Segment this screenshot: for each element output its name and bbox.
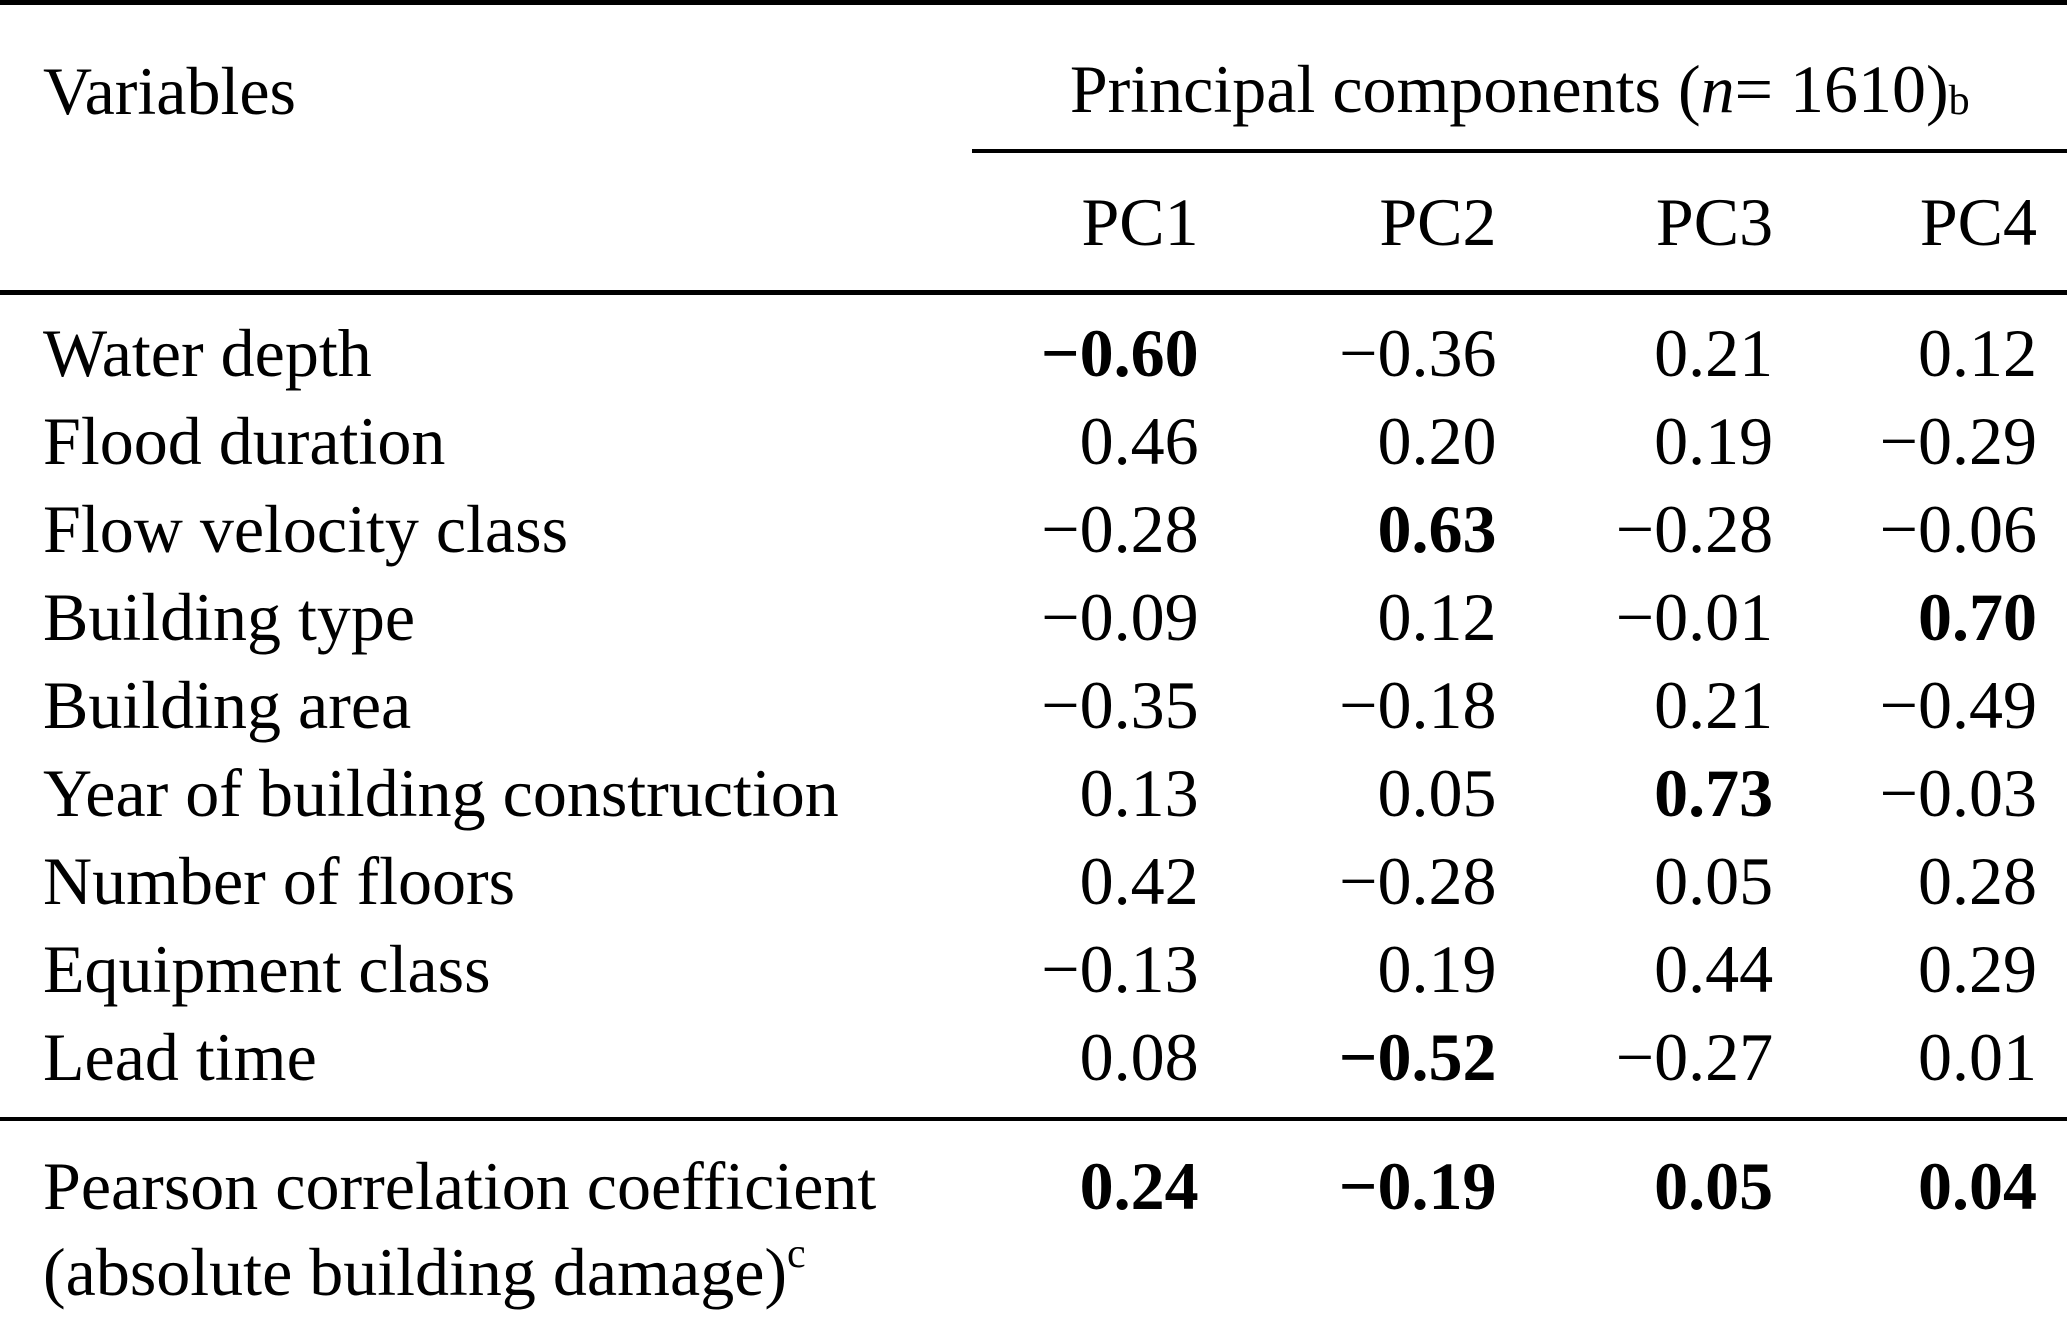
cell-pc4: −0.06 xyxy=(1879,491,2037,567)
footer-label: Pearson correlation coefficient (absolut… xyxy=(0,1117,953,1327)
row-label: Flood duration xyxy=(43,403,446,479)
cell-pc2: 0.12 xyxy=(1377,579,1497,655)
cell-pc2: 0.63 xyxy=(1377,491,1497,567)
column-header-variables: Variables xyxy=(43,53,297,129)
cell-pc3: −0.27 xyxy=(1615,1019,1774,1095)
table-row-water-depth: Water depth −0.60 −0.36 0.21 0.12 xyxy=(0,293,2067,398)
cell-pc2: 0.19 xyxy=(1377,931,1497,1007)
row-label: Building type xyxy=(43,579,416,655)
cell-pc4: 0.28 xyxy=(1918,843,2037,919)
table-row-flow-velocity-class: Flow velocity class −0.28 0.63 −0.28 −0.… xyxy=(0,485,2067,573)
cell-pc1: −0.13 xyxy=(1041,931,1199,1007)
cell-pc1: −0.35 xyxy=(1041,667,1199,743)
cell-pc4: −0.03 xyxy=(1879,755,2037,831)
footer-label-line1: Pearson correlation coefficient xyxy=(43,1148,877,1224)
principal-components-group-label: Principal components (n = 1610) b xyxy=(972,7,2067,153)
cell-pc4: 0.12 xyxy=(1918,315,2037,391)
table-row-year-of-building-construction: Year of building construction 0.13 0.05 … xyxy=(0,749,2067,837)
column-header-pc4: PC4 xyxy=(1773,153,2067,295)
row-label: Flow velocity class xyxy=(43,491,569,567)
cell-pc1: 0.46 xyxy=(1079,403,1199,479)
footer-cell-pc3: 0.05 xyxy=(1496,1117,1774,1327)
table-row-lead-time: Lead time 0.08 −0.52 −0.27 0.01 xyxy=(0,1013,2067,1119)
table-row-number-of-floors: Number of floors 0.42 −0.28 0.05 0.28 xyxy=(0,837,2067,925)
cell-pc2: −0.18 xyxy=(1339,667,1497,743)
cell-pc1: −0.60 xyxy=(1040,315,1199,391)
cell-pc1: 0.08 xyxy=(1079,1019,1199,1095)
cell-pc4: 0.01 xyxy=(1918,1019,2037,1095)
cell-pc3: −0.01 xyxy=(1615,579,1774,655)
row-label: Equipment class xyxy=(43,931,491,1007)
table-row-equipment-class: Equipment class −0.13 0.19 0.44 0.29 xyxy=(0,925,2067,1013)
row-label: Water depth xyxy=(43,315,372,391)
table-footer-pearson-row: Pearson correlation coefficient (absolut… xyxy=(0,1117,2067,1327)
row-label: Number of floors xyxy=(43,843,516,919)
cell-pc4: 0.29 xyxy=(1918,931,2037,1007)
row-label: Year of building construction xyxy=(43,755,839,831)
cell-pc2: −0.52 xyxy=(1338,1019,1497,1095)
cell-pc3: 0.73 xyxy=(1654,755,1774,831)
footer-cell-pc1: 0.24 xyxy=(952,1117,1199,1327)
cell-pc3: 0.19 xyxy=(1654,403,1774,479)
footnote-marker-c: c xyxy=(787,1231,806,1277)
cell-pc3: −0.28 xyxy=(1615,491,1774,567)
row-label: Lead time xyxy=(43,1019,317,1095)
cell-pc1: −0.28 xyxy=(1041,491,1199,567)
cell-pc3: 0.21 xyxy=(1654,315,1774,391)
footer-cell-pc4: 0.04 xyxy=(1773,1117,2067,1327)
cell-pc4: 0.70 xyxy=(1918,579,2037,655)
cell-pc1: −0.09 xyxy=(1041,579,1199,655)
cell-pc2: −0.28 xyxy=(1339,843,1497,919)
cell-pc1: 0.42 xyxy=(1079,843,1199,919)
cell-pc3: 0.44 xyxy=(1654,931,1774,1007)
group-label-prefix: Principal components ( xyxy=(1069,51,1701,127)
cell-pc4: −0.49 xyxy=(1879,667,2037,743)
cell-pc3: 0.05 xyxy=(1654,843,1774,919)
group-label-n-symbol: n xyxy=(1700,51,1735,127)
cell-pc2: −0.36 xyxy=(1339,315,1497,391)
row-label: Building area xyxy=(43,667,412,743)
cell-pc4: −0.29 xyxy=(1879,403,2037,479)
cell-pc1: 0.13 xyxy=(1079,755,1199,831)
footer-label-line2: (absolute building damage) xyxy=(43,1234,788,1310)
column-header-pc2: PC2 xyxy=(1198,153,1497,295)
cell-pc2: 0.20 xyxy=(1377,403,1497,479)
table-header-group-row: Variables Principal components (n = 1610… xyxy=(0,3,2067,153)
column-header-pc1: PC1 xyxy=(952,153,1199,295)
column-header-pc3: PC3 xyxy=(1496,153,1774,295)
header-spacer-cell xyxy=(0,153,953,295)
table-row-building-area: Building area −0.35 −0.18 0.21 −0.49 xyxy=(0,661,2067,749)
table-header-pc-row: PC1 PC2 PC3 PC4 xyxy=(0,153,2067,295)
footer-cell-pc2: −0.19 xyxy=(1198,1117,1497,1327)
cell-pc3: 0.21 xyxy=(1654,667,1774,743)
cell-pc2: 0.05 xyxy=(1377,755,1497,831)
column-group-header-principal-components: Principal components (n = 1610) b xyxy=(952,3,2067,153)
table-row-flood-duration: Flood duration 0.46 0.20 0.19 −0.29 xyxy=(0,397,2067,485)
group-label-suffix: = 1610) xyxy=(1734,51,1949,127)
table-row-building-type: Building type −0.09 0.12 −0.01 0.70 xyxy=(0,573,2067,661)
